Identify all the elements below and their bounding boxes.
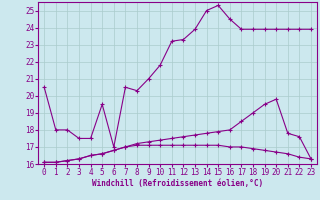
X-axis label: Windchill (Refroidissement éolien,°C): Windchill (Refroidissement éolien,°C)	[92, 179, 263, 188]
